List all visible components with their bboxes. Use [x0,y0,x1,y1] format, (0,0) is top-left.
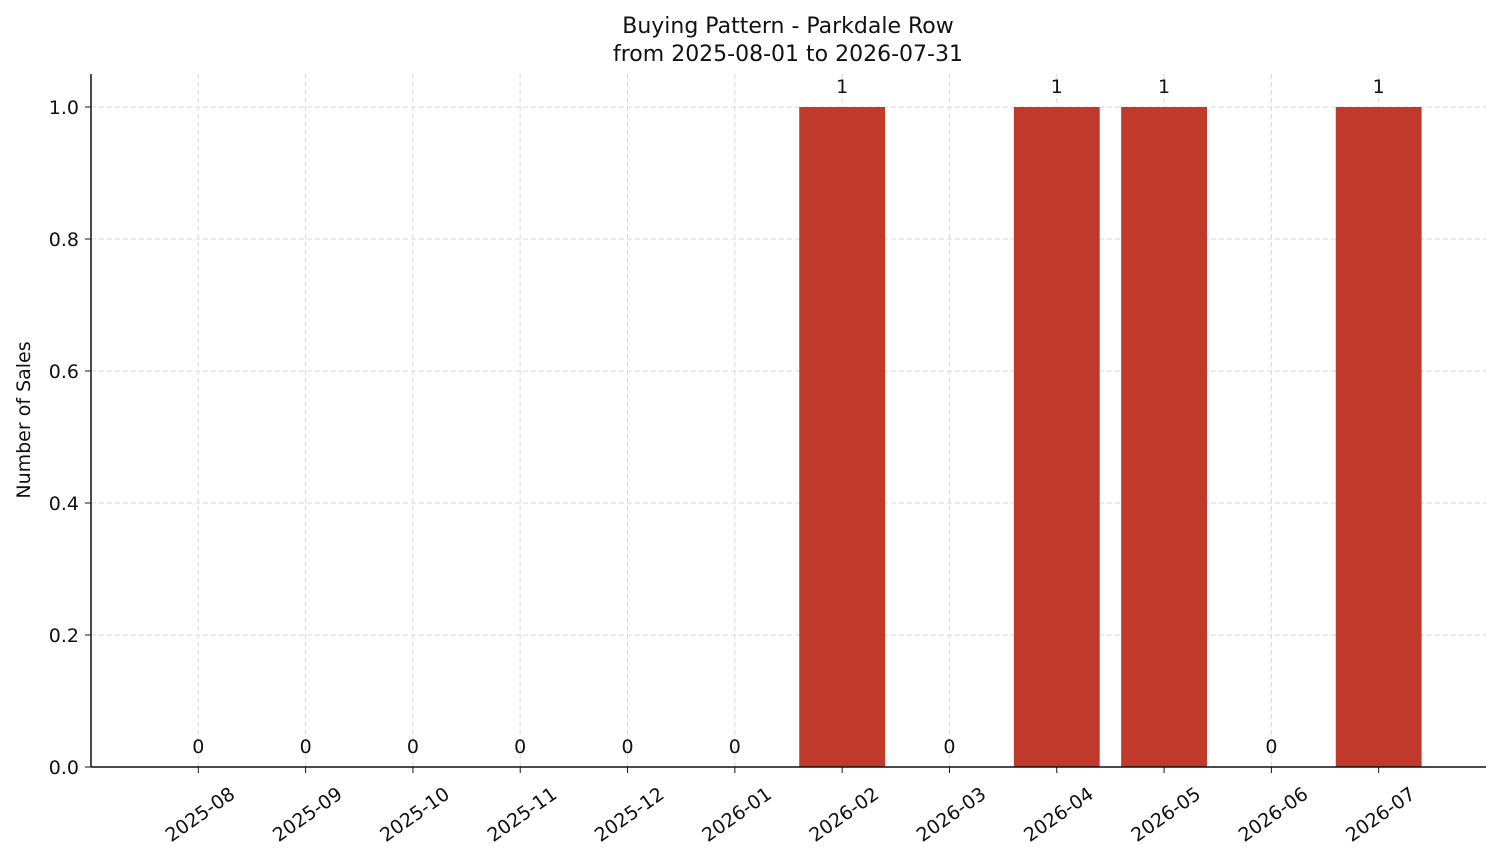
bar [1121,107,1207,767]
x-tick-label: 2025-09 [269,783,347,847]
data-label: 0 [943,736,955,758]
chart-subtitle: from 2025-08-01 to 2026-07-31 [613,42,963,67]
x-tick-label: 2026-07 [1342,783,1420,847]
data-label: 1 [1051,76,1063,98]
x-tick-label: 2026-05 [1127,783,1205,847]
x-tick-label: 2025-11 [483,783,561,847]
data-label: 1 [836,76,848,98]
y-tick-label: 0.4 [49,493,79,515]
y-tick-label: 0.8 [49,229,79,251]
bar [799,107,886,767]
x-tick-label: 2026-06 [1235,783,1313,847]
y-tick-label: 1.0 [49,97,79,119]
y-tick-label: 0.6 [49,361,79,383]
y-tick-label: 0.2 [49,625,79,647]
x-tick-label: 2025-08 [162,783,240,847]
x-tick-label: 2026-04 [1020,783,1098,847]
data-label: 0 [192,736,204,758]
x-tick-label: 2026-01 [698,783,776,847]
data-label: 0 [514,736,526,758]
data-label: 0 [300,736,312,758]
bar [1013,107,1100,767]
y-tick-label: 0.0 [49,757,79,779]
y-axis-label: Number of Sales [13,341,35,498]
chart-title: Buying Pattern - Parkdale Row [622,14,954,39]
data-label: 0 [407,736,419,758]
bar [1335,107,1422,767]
data-label: 1 [1373,76,1385,98]
x-tick-label: 2026-03 [913,783,991,847]
data-label: 0 [621,736,633,758]
x-tick-label: 2025-12 [591,783,669,847]
data-label: 0 [1265,736,1277,758]
x-tick-label: 2025-10 [376,783,454,847]
data-label: 0 [729,736,741,758]
data-label: 1 [1158,76,1170,98]
x-tick-label: 2026-02 [805,783,883,847]
